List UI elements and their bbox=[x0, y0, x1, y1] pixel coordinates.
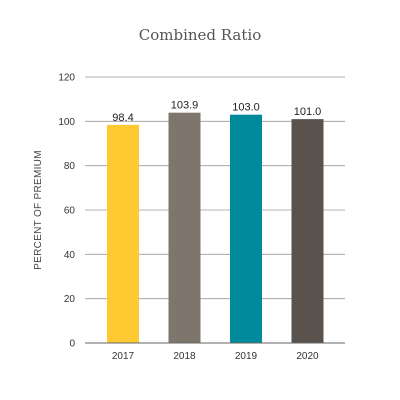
bar-2020 bbox=[291, 119, 324, 343]
x-tick-label: 2018 bbox=[173, 351, 196, 362]
y-axis-label: PERCENT OF PREMIUM bbox=[33, 150, 44, 270]
y-tick-label: 60 bbox=[64, 206, 76, 217]
bar-2018 bbox=[168, 112, 201, 344]
chart-title: Combined Ratio bbox=[139, 26, 261, 44]
data-label: 103.0 bbox=[232, 102, 260, 114]
data-label: 101.0 bbox=[294, 106, 322, 118]
x-tick-label: 2020 bbox=[296, 351, 319, 362]
data-label: 98.4 bbox=[112, 112, 133, 124]
x-tick-label: 2019 bbox=[235, 351, 258, 362]
x-tick-label: 2017 bbox=[112, 351, 135, 362]
bars bbox=[107, 112, 324, 344]
bar-2019 bbox=[230, 114, 262, 343]
y-tick-labels: 0 20 40 60 80 100 120 bbox=[58, 73, 75, 350]
y-tick-label: 40 bbox=[64, 250, 76, 261]
y-tick-label: 0 bbox=[69, 339, 75, 350]
x-tick-labels: 2017 2018 2019 2020 bbox=[112, 351, 319, 362]
bar-2017 bbox=[107, 124, 139, 343]
y-tick-label: 20 bbox=[64, 294, 76, 305]
y-tick-label: 100 bbox=[58, 117, 75, 128]
data-labels: 98.4 103.9 103.0 101.0 bbox=[112, 100, 321, 124]
data-label: 103.9 bbox=[171, 100, 199, 112]
y-tick-label: 120 bbox=[58, 73, 75, 84]
y-tick-label: 80 bbox=[64, 161, 76, 172]
